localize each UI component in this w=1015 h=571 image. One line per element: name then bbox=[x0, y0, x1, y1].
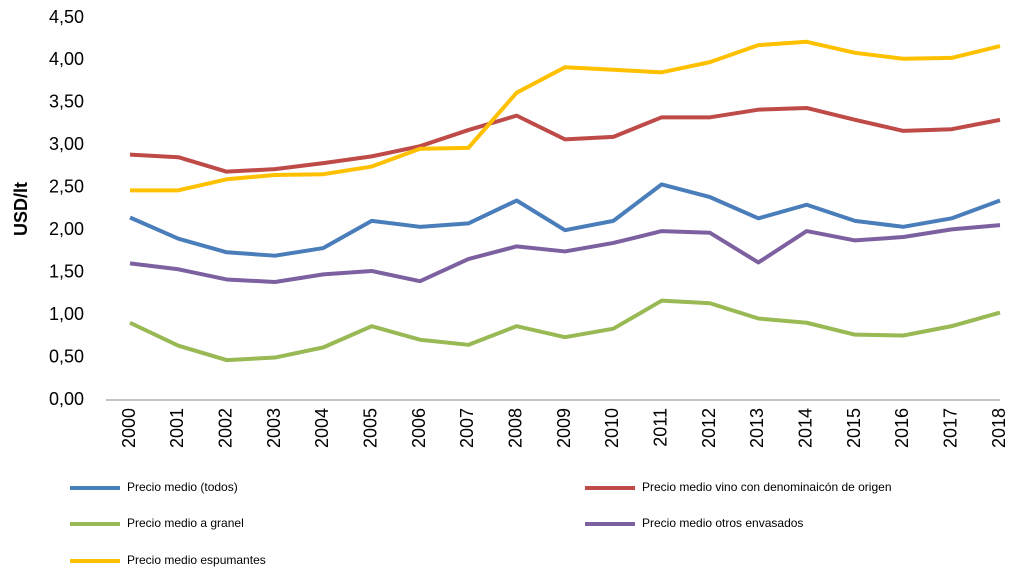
legend-label: Precio medio espumantes bbox=[127, 553, 266, 567]
legend-label: Precio medio (todos) bbox=[127, 480, 238, 494]
legend-label: Precio medio vino con denominaicón de or… bbox=[642, 480, 892, 494]
x-tick-label: 2016 bbox=[892, 408, 912, 448]
y-tick-label: 2,00 bbox=[49, 219, 84, 239]
x-tick-label: 2010 bbox=[602, 408, 622, 448]
x-tick-label: 2014 bbox=[795, 408, 815, 448]
y-axis-label: USD/lt bbox=[11, 182, 31, 236]
x-tick-label: 2013 bbox=[747, 408, 767, 448]
x-tick-label: 2007 bbox=[457, 408, 477, 448]
series-line bbox=[130, 39, 1001, 193]
x-tick-label: 2018 bbox=[989, 408, 1009, 448]
x-tick-label: 2003 bbox=[264, 408, 284, 448]
x-tick-label: 2015 bbox=[844, 408, 864, 448]
y-tick-label: 4,50 bbox=[49, 7, 84, 27]
y-tick-label: 3,50 bbox=[49, 92, 84, 112]
x-tick-label: 2012 bbox=[699, 408, 719, 448]
x-tick-label: 2006 bbox=[409, 408, 429, 448]
y-tick-label: 3,00 bbox=[49, 134, 84, 154]
series-line bbox=[129, 105, 1001, 174]
x-tick-label: 2001 bbox=[167, 408, 187, 448]
y-tick-label: 1,00 bbox=[49, 304, 84, 324]
y-tick-label: 2,50 bbox=[49, 177, 84, 197]
x-tick-label: 2011 bbox=[650, 408, 670, 447]
series-line bbox=[129, 182, 1001, 258]
y-tick-label: 4,00 bbox=[49, 49, 84, 69]
series-line bbox=[129, 298, 1001, 363]
series-line bbox=[129, 223, 1001, 285]
legend-label: Precio medio a granel bbox=[127, 516, 244, 530]
y-tick-label: 1,50 bbox=[49, 261, 84, 281]
x-tick-label: 2002 bbox=[215, 408, 235, 448]
y-tick-label: 0,00 bbox=[49, 389, 84, 409]
x-tick-label: 2017 bbox=[940, 408, 960, 448]
y-tick-label: 0,50 bbox=[49, 346, 84, 366]
x-tick-label: 2008 bbox=[505, 408, 525, 448]
legend-label: Precio medio otros envasados bbox=[642, 516, 803, 530]
x-tick-label: 2005 bbox=[360, 408, 380, 448]
x-tick-label: 2009 bbox=[554, 408, 574, 448]
x-tick-label: 2000 bbox=[119, 408, 139, 448]
x-tick-label: 2004 bbox=[312, 408, 332, 448]
